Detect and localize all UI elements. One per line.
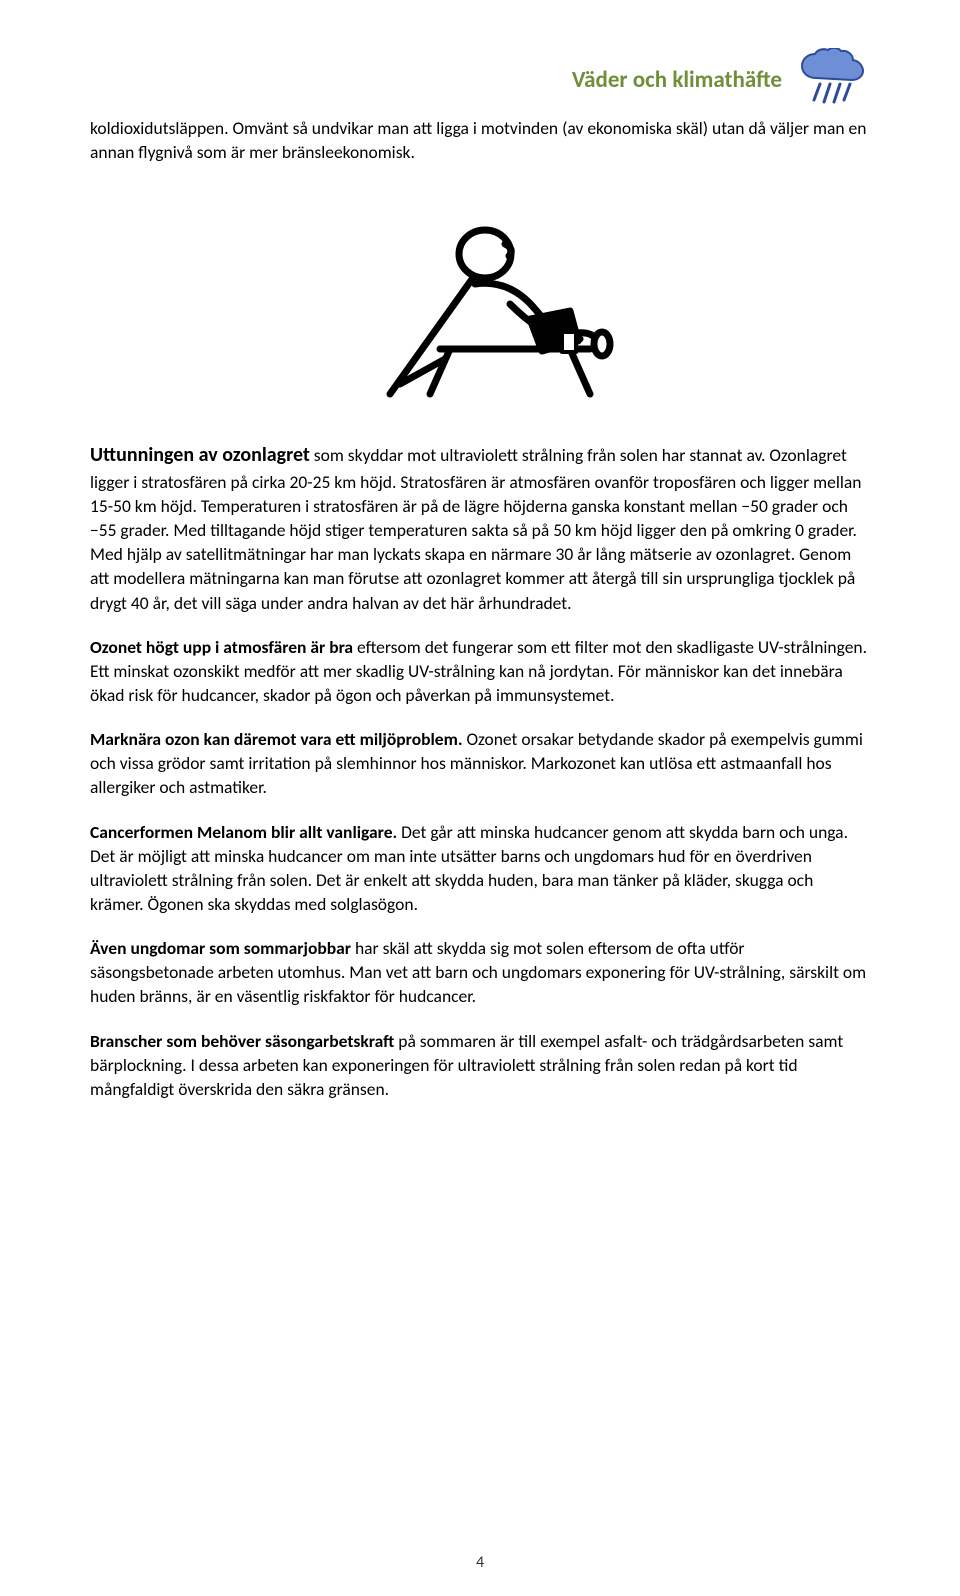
header-title: Väder och klimathäfte [572,66,782,94]
marknara-paragraph: Marknära ozon kan däremot vara ett miljö… [90,727,870,799]
ozon-lead: Uttunningen av ozonlagret [90,443,310,467]
cancer-lead: Cancerformen Melanom blir allt vanligare… [90,821,397,843]
illustration-wrap [90,184,870,414]
page-header: Väder och klimathäfte [90,48,870,110]
intro-paragraph: koldioxidutsläppen. Omvänt så undvikar m… [90,116,870,164]
marknara-lead: Marknära ozon kan däremot vara ett miljö… [90,728,463,750]
ungdomar-lead: Även ungdomar som sommarjobbar [90,937,351,959]
ozon-rest: som skyddar mot ultraviolett strålning f… [90,444,861,613]
branscher-paragraph: Branscher som behöver säsongarbetskraft … [90,1029,870,1101]
branscher-lead: Branscher som behöver säsongarbetskraft [90,1030,394,1052]
ozonet-bra-lead: Ozonet högt upp i atmosfären är bra [90,636,353,658]
ungdomar-paragraph: Även ungdomar som sommarjobbar har skäl … [90,936,870,1008]
page-number: 4 [0,1553,960,1572]
cancer-paragraph: Cancerformen Melanom blir allt vanligare… [90,820,870,917]
ozon-paragraph: Uttunningen av ozonlagret som skyddar mo… [90,442,870,614]
sunbathing-person-icon [330,184,630,414]
ozonet-bra-paragraph: Ozonet högt upp i atmosfären är bra efte… [90,635,870,707]
rain-cloud-icon [798,48,870,110]
